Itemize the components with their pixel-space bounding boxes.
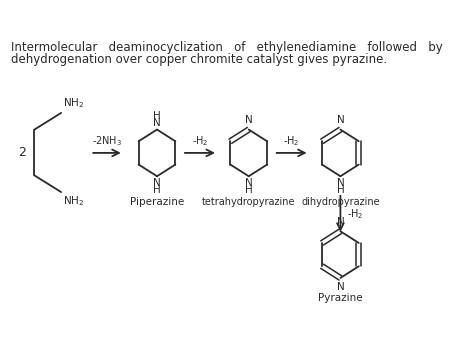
Text: -H$_2$: -H$_2$ — [283, 134, 300, 148]
Text: N: N — [337, 217, 344, 227]
Text: N: N — [245, 115, 253, 125]
Text: H: H — [153, 185, 161, 195]
Text: NH$_2$: NH$_2$ — [63, 195, 84, 208]
Text: H: H — [337, 185, 344, 195]
Text: N: N — [153, 118, 161, 128]
Text: dehydrogenation over copper chromite catalyst gives pyrazine.: dehydrogenation over copper chromite cat… — [11, 53, 387, 66]
Text: N: N — [337, 178, 344, 188]
Text: Pyrazine: Pyrazine — [318, 293, 363, 303]
Text: tetrahydropyrazine: tetrahydropyrazine — [202, 197, 295, 207]
Text: N: N — [245, 178, 253, 188]
Text: -2NH$_3$: -2NH$_3$ — [92, 134, 122, 148]
Text: N: N — [153, 178, 161, 188]
Text: Piperazine: Piperazine — [130, 197, 184, 207]
Text: dihydropyrazine: dihydropyrazine — [301, 197, 380, 207]
Text: -H$_2$: -H$_2$ — [347, 207, 364, 221]
Text: N: N — [337, 282, 344, 292]
Text: H: H — [153, 111, 161, 121]
Text: -H$_2$: -H$_2$ — [191, 134, 208, 148]
Text: Intermolecular   deaminocyclization   of   ethylenediamine   followed   by: Intermolecular deaminocyclization of eth… — [11, 41, 443, 54]
Text: NH$_2$: NH$_2$ — [63, 96, 84, 110]
Text: H: H — [245, 185, 253, 195]
Text: N: N — [337, 115, 344, 125]
Text: 2: 2 — [18, 146, 26, 159]
